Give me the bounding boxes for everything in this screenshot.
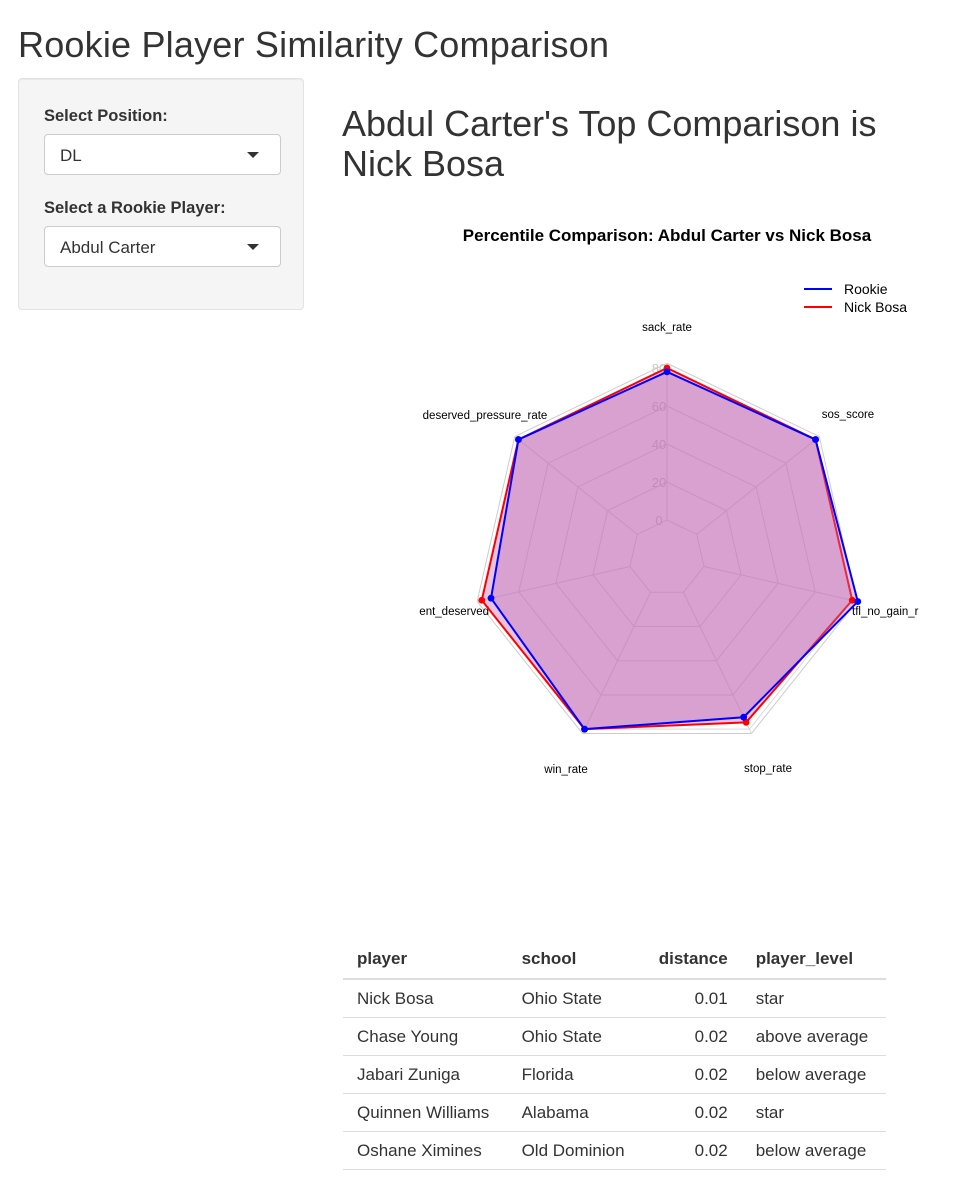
table-header-row: player school distance player_level [343, 940, 886, 980]
grid-ring [555, 443, 779, 662]
cell-player-level: star [741, 1093, 886, 1132]
cell-player-level: star [741, 979, 886, 1018]
cell-player: Jabari Zuniga [343, 1055, 508, 1094]
cell-school: Alabama [507, 1093, 643, 1132]
grid-spoke [582, 592, 651, 734]
grid-spoke [703, 565, 857, 602]
cell-school: Florida [507, 1055, 643, 1094]
cell-distance: 0.02 [642, 1093, 742, 1132]
player-select-value: Abdul Carter [60, 238, 156, 257]
player-select-label: Select a Rookie Player: [44, 199, 226, 217]
position-select-label: Select Position: [44, 107, 168, 125]
rookie-point [663, 368, 671, 376]
position-select[interactable]: DL [44, 134, 281, 175]
rookie-point [515, 436, 522, 443]
comparison-point [478, 596, 486, 604]
cell-player-level: above average [741, 1017, 886, 1056]
axis-label-tfl-no-gain-rate: tfl_no_gain_r [852, 606, 919, 618]
grid-spoke [514, 436, 638, 535]
rookie-point [581, 725, 588, 733]
grid-ring [518, 405, 816, 696]
radial-tick-label: 20 [652, 475, 666, 490]
cell-school: Ohio State [507, 979, 643, 1018]
caret-down-icon [247, 152, 259, 158]
legend-label-rookie: Rookie [844, 281, 888, 297]
cell-player: Oshane Ximines [343, 1131, 508, 1170]
radial-tick-label: 80 [652, 361, 666, 376]
column-header-player: player [343, 940, 508, 980]
grid-ring [592, 481, 742, 627]
series-area-rookie [490, 370, 859, 731]
sidebar-panel: Select Position: DL Select a Rookie Play… [18, 78, 304, 310]
table-row: Chase Young Ohio State 0.02 above averag… [343, 1017, 886, 1056]
grid-outer-ring [476, 362, 858, 734]
rookie-point [854, 598, 862, 605]
column-header-player-level: player_level [741, 940, 886, 980]
cell-player: Quinnen Williams [343, 1093, 508, 1132]
cell-distance: 0.02 [642, 1017, 742, 1056]
axis-label-sack-rate: sack_rate [642, 322, 692, 334]
radial-tick-label: 0 [655, 513, 662, 528]
position-select-value: DL [60, 146, 82, 165]
axis-label-sos-score: sos_score [822, 409, 874, 421]
radial-tick-label: 60 [652, 399, 666, 414]
series-points [478, 364, 862, 733]
similarity-table: player school distance player_level Nick… [343, 940, 886, 1170]
table-row: Oshane Ximines Old Dominion 0.02 below a… [343, 1131, 886, 1170]
axis-label-deserved-pressure-rate: deserved_pressure_rate [423, 410, 548, 422]
cell-player-level: below average [741, 1055, 886, 1094]
grid-spoke [696, 436, 820, 535]
table-row: Jabari Zuniga Florida 0.02 below average [343, 1055, 886, 1094]
grid-ring [629, 519, 705, 593]
cell-distance: 0.02 [642, 1131, 742, 1170]
comparison-heading: Abdul Carter's Top Comparison is Nick Bo… [342, 103, 877, 184]
cell-player-level: below average [741, 1131, 886, 1170]
cell-school: Old Dominion [507, 1131, 643, 1170]
cell-player: Chase Young [343, 1017, 508, 1056]
axis-label-improvement-deserved: ent_deserved [419, 606, 489, 618]
axis-label-win-rate: win_rate [543, 764, 587, 776]
cell-distance: 0.01 [642, 979, 742, 1018]
rookie-point [812, 436, 819, 443]
caret-down-icon [247, 244, 259, 250]
app-title: Rookie Player Similarity Comparison [18, 24, 610, 65]
axis-label-stop-rate: stop_rate [744, 763, 792, 775]
radial-tick-label: 40 [652, 437, 666, 452]
radar-chart: Percentile Comparison: Abdul Carter vs N… [419, 226, 918, 776]
comparison-point [742, 718, 750, 726]
cell-distance: 0.02 [642, 1055, 742, 1094]
grid-spoke [477, 565, 631, 602]
player-select[interactable]: Abdul Carter [44, 226, 281, 267]
column-header-school: school [507, 940, 643, 980]
table-row: Nick Bosa Ohio State 0.01 star [343, 979, 886, 1018]
chart-legend: Rookie Nick Bosa [804, 281, 907, 315]
grid-spoke [683, 592, 752, 734]
column-header-distance: distance [642, 940, 742, 980]
rookie-point [740, 713, 748, 721]
chart-title: Percentile Comparison: Abdul Carter vs N… [463, 226, 872, 245]
series-areas [480, 367, 859, 731]
table-row: Quinnen Williams Alabama 0.02 star [343, 1093, 886, 1132]
legend-label-comparison: Nick Bosa [844, 299, 907, 315]
axis-labels: sack_rate sos_score tfl_no_gain_r stop_rate… [419, 322, 918, 776]
comparison-point [848, 596, 856, 604]
cell-player: Nick Bosa [343, 979, 508, 1018]
radial-tick-labels: 0 20 40 60 80 [652, 361, 666, 528]
rookie-point [487, 594, 495, 602]
cell-school: Ohio State [507, 1017, 643, 1056]
